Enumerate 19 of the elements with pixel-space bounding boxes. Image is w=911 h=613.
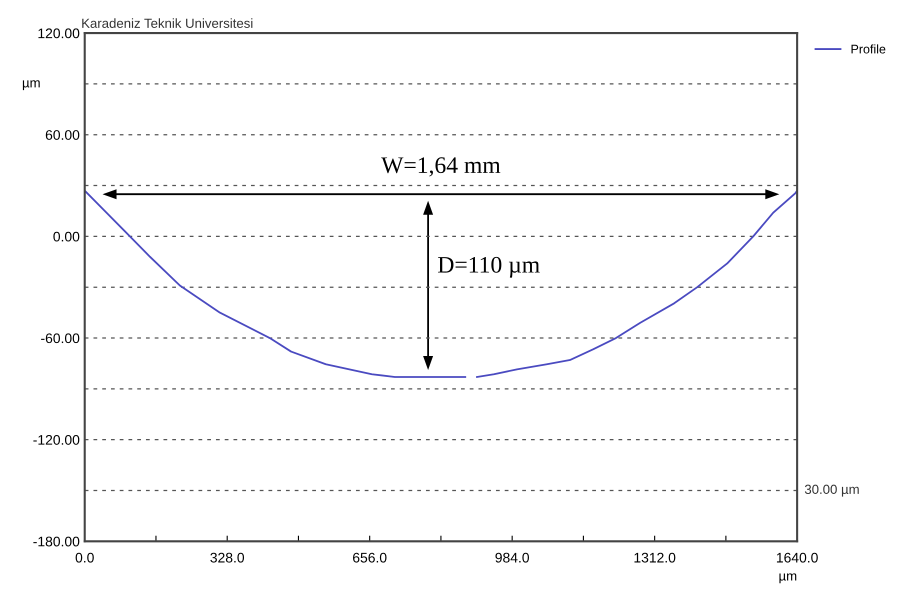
text: 30.00 µm [804, 484, 859, 497]
y-tick-label: -120.00 [33, 434, 80, 445]
x-tick-label: 984.0 [495, 552, 529, 563]
y-tick-label: -180.00 [33, 536, 80, 546]
x-tick-label: 656.0 [353, 552, 387, 563]
y-tick-label: 0.00 [53, 232, 80, 242]
y-tick-label: 60.00 [46, 130, 80, 140]
x-tick-label: 1312.0 [634, 552, 676, 563]
y-tick-label: -60.00 [41, 333, 80, 344]
y-axis-title: µm [22, 80, 40, 90]
x-tick-label: 0.0 [76, 552, 94, 563]
annotation: W=1,64 mm [381, 157, 500, 177]
x-tick-label: 1640.0 [776, 552, 818, 563]
legend-label: Profile [852, 44, 886, 54]
x-axis-title: µm [779, 573, 796, 584]
y-tick-label: 120.00 [38, 28, 80, 38]
x-tick-label: 328.0 [210, 552, 244, 563]
chart-title: Karadeniz Teknik Universitesi [82, 18, 252, 28]
annotation: D=110 µm [438, 256, 540, 278]
